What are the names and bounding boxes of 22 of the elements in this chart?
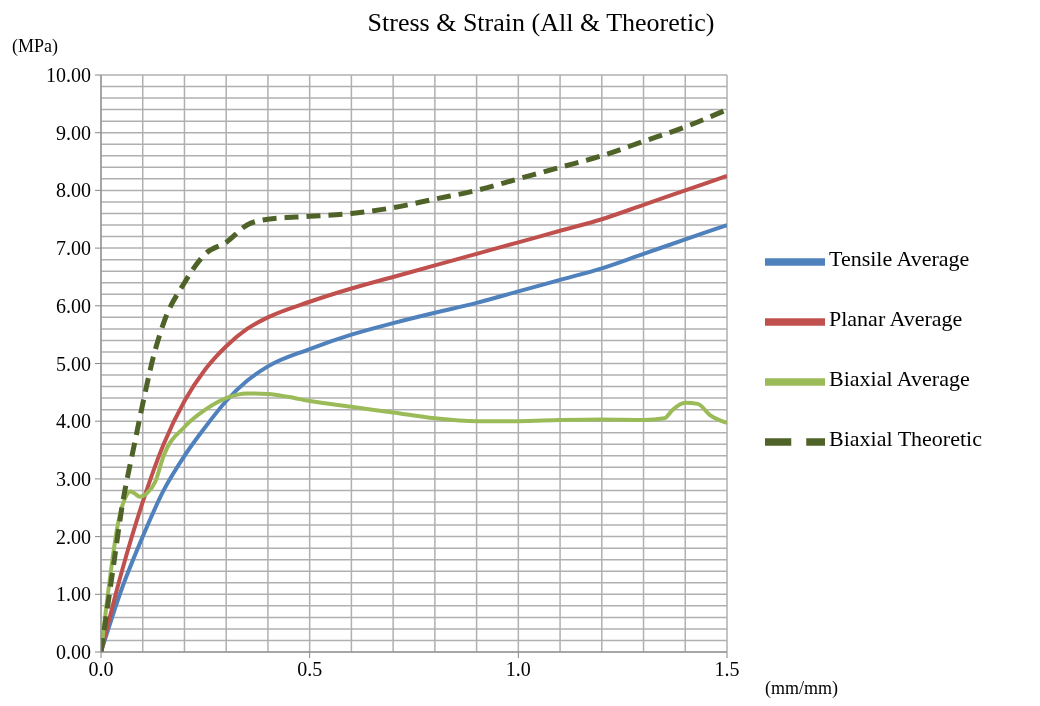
legend-label: Biaxial Theoretic xyxy=(829,425,982,451)
y-axis-title: (MPa) xyxy=(12,36,58,57)
y-tick-label: 2.00 xyxy=(56,525,91,548)
y-tick-label: 6.00 xyxy=(56,294,91,317)
x-tick-label: 1.0 xyxy=(505,658,531,680)
x-tick-label: 1.5 xyxy=(714,658,740,680)
x-tick-label: 0.0 xyxy=(88,658,114,680)
y-tick-label: 9.00 xyxy=(56,121,91,144)
y-tick-label: 0.00 xyxy=(56,641,91,663)
y-tick-label: 3.00 xyxy=(56,467,91,490)
y-tick-label: 1.00 xyxy=(56,583,91,606)
chart-title: Stress & Strain (All & Theoretic) xyxy=(366,8,716,38)
y-tick-label: 4.00 xyxy=(56,410,91,433)
y-tick-label: 7.00 xyxy=(56,237,91,260)
legend-label: Planar Average xyxy=(829,305,963,331)
y-tick-label: 5.00 xyxy=(56,352,91,375)
x-axis-title: (mm/mm) xyxy=(765,678,838,699)
legend-label: Biaxial Average xyxy=(829,365,970,391)
y-tick-label: 10.00 xyxy=(46,64,91,86)
x-tick-label: 0.5 xyxy=(297,658,323,680)
y-tick-label: 8.00 xyxy=(56,179,91,202)
legend-label: Tensile Average xyxy=(829,245,970,271)
